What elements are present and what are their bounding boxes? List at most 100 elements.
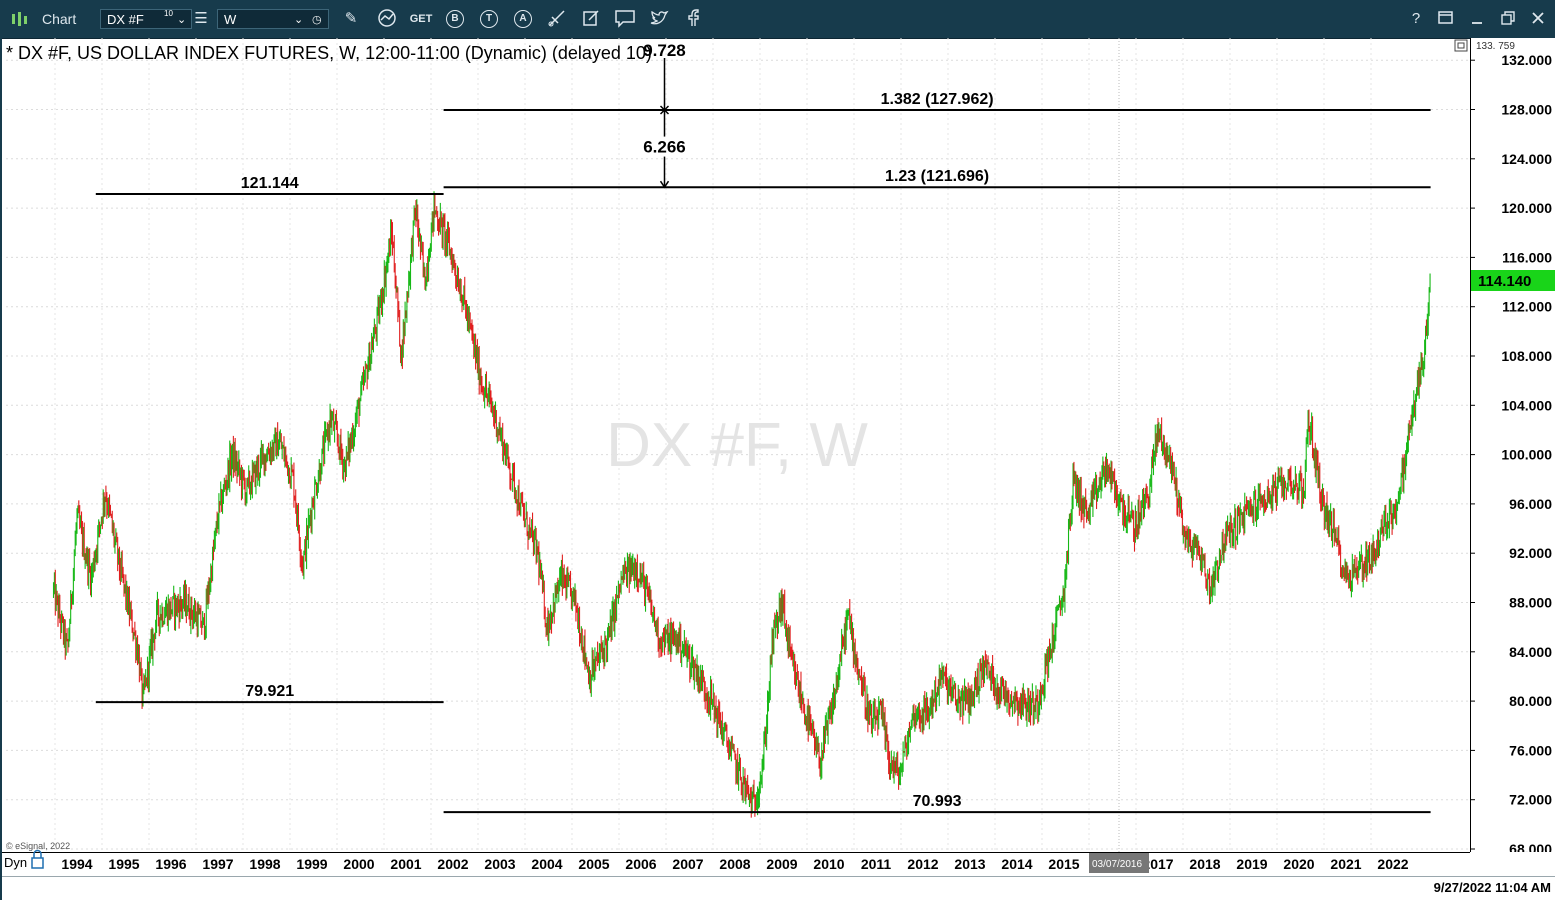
pen-icon[interactable]: ✎	[344, 10, 358, 27]
x-tick-label: 2022	[1377, 856, 1408, 872]
x-tick-label: 2001	[390, 856, 421, 872]
x-tick-label: 2018	[1189, 856, 1220, 872]
x-tick-label: 2002	[437, 856, 468, 872]
y-tick-label: 132.000	[1501, 52, 1552, 68]
x-tick-label: 2004	[531, 856, 562, 872]
x-tick-label: 2012	[907, 856, 938, 872]
timestamp: 9/27/2022 11:04 AM	[1433, 880, 1551, 895]
expand-icon-inner	[1457, 42, 1465, 49]
time-axis-bg	[2, 852, 1555, 876]
a-circle-icon[interactable]: A	[514, 10, 532, 28]
menu-icon[interactable]: ☰	[194, 10, 208, 27]
x-tick-label: 2000	[343, 856, 374, 872]
x-tick-label: 2010	[813, 856, 844, 872]
chart-logo-icon[interactable]	[10, 10, 32, 28]
y-tick-label: 76.000	[1509, 742, 1552, 758]
drawing-tool-icon[interactable]	[546, 8, 568, 30]
last-price-label: 114.140	[1478, 273, 1531, 290]
y-tick-label: 96.000	[1509, 496, 1552, 512]
y-tick-label: 124.000	[1501, 151, 1552, 167]
get-icon[interactable]: GET	[409, 13, 433, 25]
x-tick-label: 1996	[155, 856, 186, 872]
chart-toolbar: Chart DX #F 10 ⌄ ☰ W ⌄ ◷ ✎ GET B T A ?	[0, 0, 1555, 39]
twitter-icon[interactable]	[648, 8, 670, 30]
x-tick-label: 2006	[625, 856, 656, 872]
chart-title: * DX #F, US DOLLAR INDEX FUTURES, W, 12:…	[6, 43, 652, 63]
y-tick-label: 104.000	[1501, 397, 1552, 413]
expand-icon[interactable]	[1454, 39, 1468, 52]
y-tick-label: 120.000	[1501, 200, 1552, 216]
x-tick-label: 2011	[861, 856, 892, 872]
x-tick-label: 2015	[1048, 856, 1079, 872]
y-tick-label: 100.000	[1501, 447, 1552, 463]
interval-select[interactable]: W ⌄ ◷	[217, 9, 329, 29]
comment-icon[interactable]	[614, 8, 636, 30]
facebook-icon[interactable]	[682, 8, 704, 30]
price-chart[interactable]: DX #F, W 121.144 79.921 1.382 (127.962) 1.2…	[2, 38, 1555, 900]
x-tick-label: 2021	[1330, 856, 1361, 872]
app-title: Chart	[42, 11, 77, 27]
measure-top-label: 9.728	[643, 41, 686, 60]
x-tick-label: 1997	[202, 856, 233, 872]
price-axis-bg	[1471, 38, 1555, 852]
minimize-icon[interactable]	[1466, 8, 1488, 30]
window-icon[interactable]	[1435, 8, 1457, 30]
copyright-text: © eSignal, 2022	[6, 841, 70, 851]
y-tick-label: 116.000	[1502, 249, 1552, 265]
measure-label-bg	[638, 136, 691, 157]
x-tick-label: 2020	[1283, 856, 1314, 872]
indicator-icon[interactable]	[376, 8, 398, 30]
y-tick-label: 72.000	[1509, 792, 1552, 808]
price-line-label: 1.382 (127.962)	[881, 91, 994, 108]
y-tick-label: 80.000	[1509, 693, 1552, 709]
measure-mid-label: 6.266	[643, 138, 686, 157]
b-circle-icon[interactable]: B	[446, 10, 464, 28]
y-tick-label: 112.000	[1502, 299, 1552, 315]
y-tick-label: 92.000	[1509, 545, 1552, 561]
chart-panel[interactable]: DX #F, W 121.144 79.921 1.382 (127.962) 1.2…	[0, 38, 1555, 901]
price-line-label: 121.144	[241, 175, 299, 192]
x-tick-label: 1995	[108, 856, 139, 872]
dyn-label: Dyn	[4, 855, 27, 870]
x-tick-label: 2005	[578, 856, 609, 872]
measure-marker	[659, 105, 670, 115]
top-price-label: 133. 759	[1476, 41, 1515, 52]
help-icon[interactable]: ?	[1411, 10, 1421, 27]
last-price-marker	[1471, 270, 1555, 291]
t-circle-icon[interactable]: T	[480, 10, 498, 28]
y-tick-label: 84.000	[1509, 644, 1552, 660]
x-tick-label: 2017	[1142, 856, 1173, 872]
restore-icon[interactable]	[1497, 8, 1519, 30]
chevron-down-icon[interactable]: ⌄	[294, 14, 304, 26]
y-tick-label: 88.000	[1509, 595, 1552, 611]
x-tick-label: 2008	[719, 856, 750, 872]
price-axis: 132.000 128.000 124.000 120.000 116.000 112.0…	[1470, 38, 1555, 857]
symbol-input[interactable]: DX #F 10 ⌄	[100, 9, 192, 29]
note-icon[interactable]	[580, 8, 602, 30]
x-tick-label: 2003	[484, 856, 515, 872]
x-tick-label: 2009	[766, 856, 797, 872]
chevron-down-icon[interactable]: ⌄	[177, 14, 187, 26]
price-line-label: 70.993	[913, 793, 962, 810]
clock-icon[interactable]: ◷	[312, 14, 322, 26]
status-bar: 9/27/2022 11:04 AM	[2, 876, 1555, 901]
x-tick-label: 2013	[954, 856, 985, 872]
x-tick-label: 1998	[249, 856, 280, 872]
price-line-label: 79.921	[245, 683, 294, 700]
x-tick-label: 2019	[1236, 856, 1267, 872]
y-tick-label: 128.000	[1501, 102, 1552, 118]
x-tick-label: 2014	[1001, 856, 1032, 872]
symbol-value: DX #F	[107, 12, 144, 27]
annotation-layer: 121.144 79.921 1.382 (127.962) 1.23 (121.69…	[95, 41, 1431, 814]
crosshair-date-box	[1089, 853, 1149, 873]
symbol-superscript: 10	[164, 9, 173, 18]
close-icon[interactable]	[1527, 8, 1549, 30]
candle-series	[52, 191, 1431, 818]
x-tick-label: 2007	[672, 856, 703, 872]
time-axis: 1994 1995 1996 1997 1998 1999 2000 2001 2002 2003…	[2, 852, 1555, 876]
x-tick-label: 1994	[61, 856, 92, 872]
price-line-label: 1.23 (121.696)	[885, 168, 989, 185]
lock-icon[interactable]	[31, 849, 44, 869]
interval-value: W	[224, 12, 237, 27]
x-tick-label: 1999	[296, 856, 327, 872]
